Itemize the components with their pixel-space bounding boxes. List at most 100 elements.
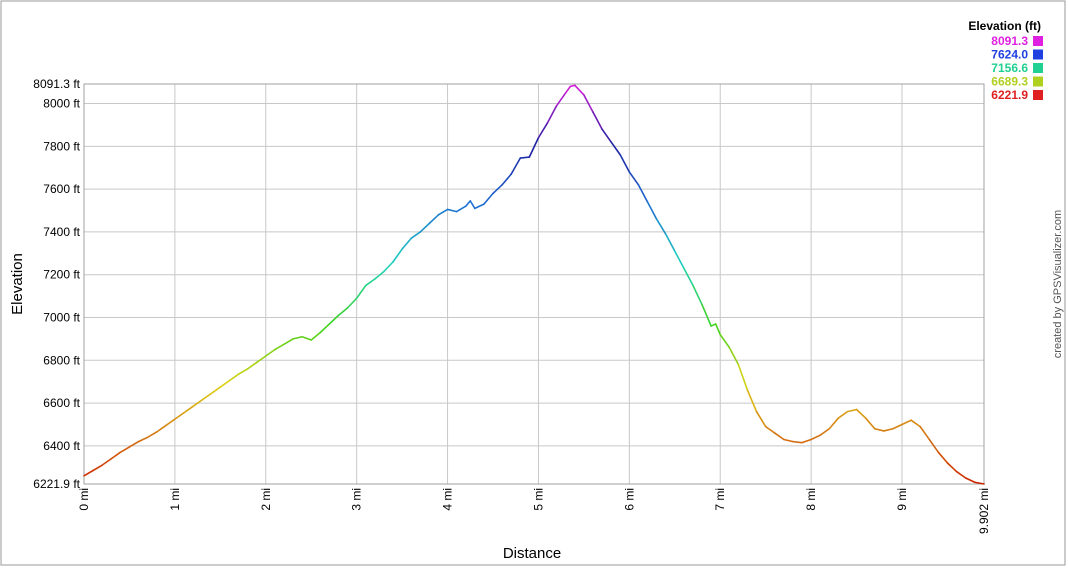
elevation-segment [701, 303, 712, 327]
elevation-segment [555, 92, 567, 107]
x-tick-label: 0 mi [77, 488, 91, 511]
elevation-segment [246, 361, 258, 370]
x-tick-label: 1 mi [168, 488, 182, 511]
elevation-segment [346, 297, 358, 309]
x-tick-label: 5 mi [531, 488, 545, 511]
elevation-segment [228, 373, 240, 382]
elevation-segment [810, 434, 822, 441]
elevation-line [83, 84, 985, 485]
elevation-segment [664, 233, 676, 252]
elevation-segment [528, 136, 540, 158]
elevation-segment [410, 231, 422, 240]
y-tick-label: 7600 ft [43, 182, 80, 196]
elevation-segment [192, 399, 203, 408]
elevation-segment [355, 284, 367, 300]
elevation-segment [119, 446, 131, 454]
elevation-segment [437, 208, 449, 216]
legend-swatch [1033, 63, 1043, 73]
elevation-segment [364, 278, 376, 287]
x-tick-label: 9.902 mi [977, 488, 991, 534]
elevation-segment [264, 348, 276, 357]
elevation-segment [719, 333, 731, 349]
legend-swatch [1033, 36, 1043, 46]
elevation-segment [392, 248, 403, 263]
elevation-segment [619, 154, 631, 173]
y-tick-label: 7000 ft [43, 311, 80, 325]
elevation-segment [183, 405, 194, 414]
elevation-segment [319, 323, 331, 334]
x-tick-label: 6 mi [622, 488, 636, 511]
elevation-segment [146, 431, 158, 439]
legend-entry-label: 7156.6 [991, 61, 1028, 75]
elevation-segment [564, 85, 572, 94]
legend: Elevation (ft) 8091.37624.07156.66689.36… [968, 19, 1043, 102]
y-axis-title: Elevation [9, 253, 26, 315]
elevation-segment [828, 417, 840, 430]
elevation-segment [274, 343, 285, 351]
elevation-segment [255, 355, 267, 364]
elevation-segment [714, 323, 722, 336]
legend-swatch [1033, 76, 1043, 87]
elevation-segment [301, 335, 313, 341]
elevation-segment [237, 368, 249, 376]
elevation-segment [137, 436, 149, 443]
x-tick-label: 3 mi [350, 488, 364, 511]
plot-area [83, 83, 985, 485]
x-tick-label: 7 mi [713, 488, 727, 511]
elevation-segment [946, 462, 958, 473]
elevation-segment [601, 128, 612, 143]
elevation-segment [374, 270, 385, 280]
y-tick-label: 7400 ft [43, 225, 80, 239]
elevation-segment [155, 424, 167, 433]
elevation-segment [101, 457, 113, 466]
elevation-segment [292, 335, 303, 340]
x-tick-label: 2 mi [259, 488, 273, 511]
elevation-segment [328, 314, 340, 325]
elevation-segment [773, 432, 785, 441]
elevation-segment [401, 237, 413, 250]
elevation-segment [628, 171, 640, 186]
x-tick-label: 4 mi [441, 488, 455, 511]
elevation-segment [583, 94, 594, 113]
elevation-segment [519, 156, 531, 159]
elevation-segment [219, 379, 231, 388]
elevation-segment [937, 451, 949, 464]
elevation-segment [910, 419, 921, 428]
elevation-segment [574, 84, 585, 96]
elevation-segment [165, 418, 176, 427]
elevation-segment [110, 451, 122, 460]
y-tick-label: 6400 ft [43, 439, 80, 453]
elevation-segment [919, 425, 931, 441]
elevation-segment [883, 427, 894, 432]
elevation-segment [673, 250, 685, 270]
elevation-segment [864, 417, 876, 430]
elevation-segment [469, 200, 476, 210]
elevation-segment [737, 363, 749, 392]
elevation-segment [746, 389, 758, 413]
elevation-segment [792, 440, 803, 444]
x-tick-label: 9 mi [895, 488, 909, 511]
elevation-segment [901, 419, 912, 426]
elevation-segment [283, 338, 294, 346]
elevation-segment [928, 438, 940, 454]
elevation-segment [201, 392, 213, 401]
credit-text: created by GPSVisualizer.com [1052, 210, 1064, 358]
elevation-segment [483, 192, 494, 205]
elevation-segment [955, 470, 967, 479]
y-tick-label: 7200 ft [43, 268, 80, 282]
elevation-segment [646, 201, 658, 220]
elevation-segment [683, 267, 694, 287]
elevation-segment [419, 222, 431, 233]
elevation-segment [492, 184, 503, 195]
elevation-segment [428, 214, 440, 225]
elevation-segment [337, 307, 349, 317]
elevation-segment [92, 464, 103, 472]
elevation-segment [819, 427, 831, 436]
elevation-segment [855, 408, 867, 419]
y-tick-label: 8000 ft [43, 97, 80, 111]
y-axis-ticks: 6221.9 ft 6400 ft 6600 ft 6800 ft 7000 ft 720… [33, 77, 80, 491]
elevation-segment [474, 203, 485, 210]
elevation-segment [537, 121, 549, 139]
elevation-segment [637, 184, 649, 203]
